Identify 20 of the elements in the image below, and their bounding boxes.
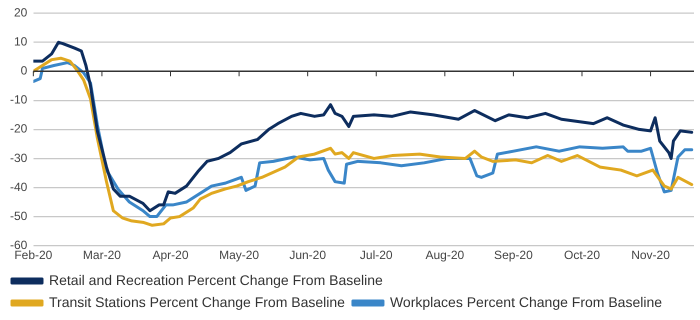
y-tick-label: -20	[10, 122, 28, 136]
x-tick-label: May-20	[219, 248, 260, 262]
y-tick-label: -40	[10, 180, 28, 194]
y-tick-label: -50	[10, 208, 28, 223]
x-tick-label: Oct-20	[564, 248, 600, 262]
x-tick-label: Jun-20	[289, 248, 326, 262]
y-tick-label: 20	[14, 6, 28, 20]
legend-label: Workplaces Percent Change From Baseline	[390, 294, 662, 310]
x-tick-label: Aug-20	[425, 248, 464, 262]
x-tick-label: Apr-20	[152, 248, 189, 262]
x-tick-label: Sep-20	[494, 248, 534, 262]
y-tick-label: 0	[20, 64, 28, 78]
x-tick-label: Jul-20	[360, 248, 393, 262]
y-tick-label: 10	[14, 34, 28, 49]
legend-label: Transit Stations Percent Change From Baseline	[49, 294, 346, 310]
legend-label: Retail and Recreation Percent Change From Baseline	[49, 272, 384, 288]
y-tick-label: -10	[10, 92, 28, 107]
x-tick-label: Nov-20	[631, 248, 670, 262]
y-tick-label: -30	[10, 150, 28, 165]
x-tick-label: Mar-20	[82, 248, 122, 262]
